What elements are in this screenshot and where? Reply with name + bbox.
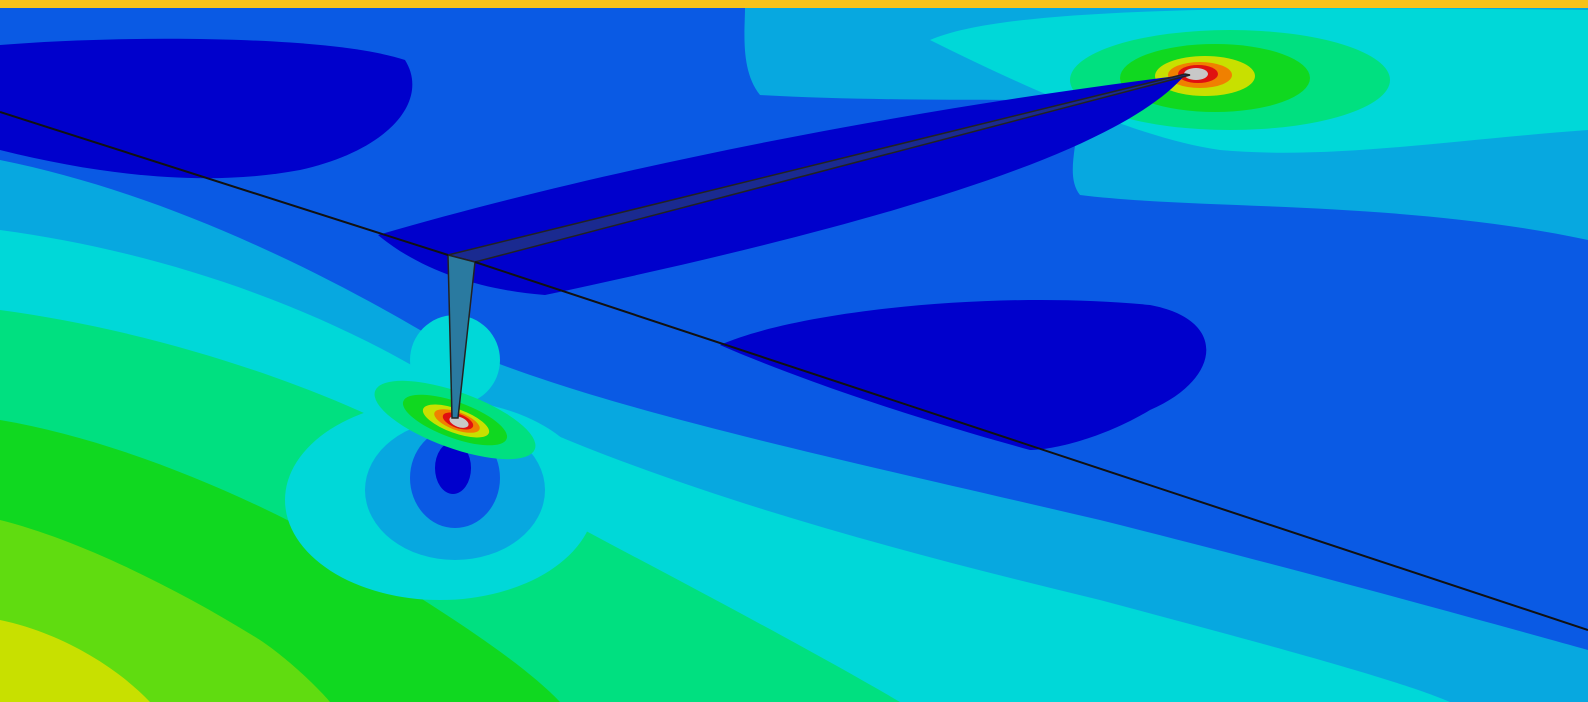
contour-yellow [0,620,150,702]
hotspot-top-core [1184,68,1208,80]
hotspot-low-core [449,416,469,428]
crack-stem [447,254,476,419]
top-bar [0,0,1588,8]
region-dark-crack [378,75,1185,295]
lobe-dark-blue [435,442,471,494]
edge-line-left [0,111,449,256]
region-dark-top-left [0,38,413,179]
region-dark-middle-right [720,299,1207,450]
edge-line-right [474,261,1588,631]
